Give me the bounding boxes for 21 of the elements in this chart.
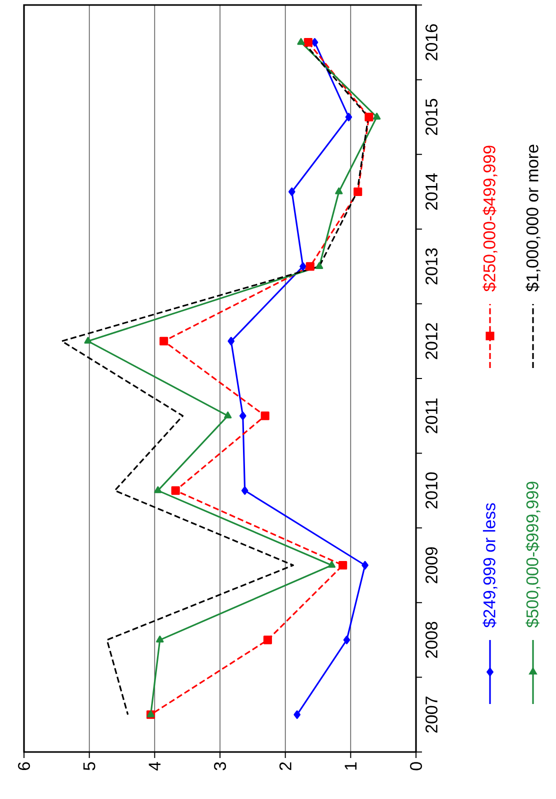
y-tick-label: 2012: [425, 323, 438, 360]
x-tick-label: 1: [344, 762, 356, 770]
x-tick-label: 2: [279, 762, 292, 770]
x-tick-label: 5: [83, 762, 96, 770]
y-tick-label: 2007: [425, 696, 438, 733]
y-tick-label: 2010: [425, 472, 438, 509]
y-tick-label: 2009: [425, 547, 438, 584]
y-tick-label: 2014: [425, 173, 438, 210]
y-tick-label: 2011: [425, 398, 438, 434]
text: $250,000-$499,999: [482, 146, 498, 292]
x-tick-label: 4: [148, 762, 160, 771]
x-tick-label: 6: [18, 762, 30, 770]
x-tick-label: 0: [410, 762, 422, 770]
text: $1,000,000 or more: [526, 144, 540, 292]
y-tick-label: 2016: [425, 24, 438, 60]
text: $249,999 or less: [482, 503, 498, 628]
y-tick-label: 2013: [425, 248, 438, 284]
y-tick-label: 2008: [425, 622, 438, 658]
text: $500,000-$999,999: [526, 482, 540, 628]
x-tick-label: 3: [214, 762, 226, 770]
y-tick-label: 2015: [425, 98, 438, 136]
